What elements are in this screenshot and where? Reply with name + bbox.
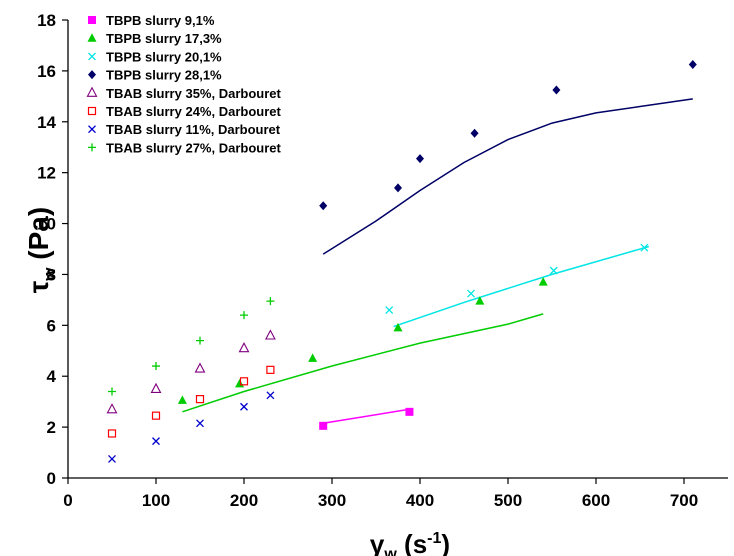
data-point — [239, 377, 249, 386]
data-point — [549, 266, 558, 275]
data-point — [552, 85, 561, 95]
legend-label: TBPB slurry 17,3% — [106, 31, 222, 46]
legend-marker — [86, 86, 98, 97]
data-point — [319, 201, 328, 211]
axes: 0 2 4 6 8 10 12 14 16 18 0 100 200 300 400 500 600 700 — [37, 11, 728, 510]
legend-marker — [87, 33, 97, 42]
data-point — [196, 419, 204, 428]
data-point — [405, 407, 414, 416]
legend-label: TBAB slurry 24%, Darbouret — [106, 104, 281, 119]
data-point — [108, 454, 116, 463]
legend: TBPB slurry 9,1% TBPB slurry 17,3% TBPB sl… — [86, 13, 281, 155]
trend-line — [393, 245, 650, 328]
legend-label: TBPB slurry 20,1% — [106, 49, 222, 64]
x-tick-label: 500 — [494, 491, 522, 510]
data-point — [240, 311, 248, 320]
data-point — [470, 128, 479, 138]
x-tick-label: 100 — [142, 491, 170, 510]
legend-label: TBAB slurry 35%, Darbouret — [106, 86, 281, 101]
data-point — [150, 382, 162, 393]
data-points — [106, 60, 697, 463]
data-point — [235, 378, 245, 388]
data-point — [240, 402, 248, 411]
data-point — [266, 297, 275, 306]
data-point — [393, 322, 403, 332]
data-point — [106, 403, 118, 414]
y-tick-label: 18 — [37, 11, 56, 30]
x-tick-label: 400 — [406, 491, 434, 510]
axis-titles: γw (s-1) τw (Pa) — [23, 207, 450, 556]
data-point — [152, 437, 160, 446]
legend-marker — [88, 16, 96, 24]
data-point — [467, 289, 475, 298]
legend-label: TBAB slurry 11%, Darbouret — [106, 122, 281, 137]
trend-line — [323, 408, 410, 425]
y-tick-label: 14 — [37, 113, 56, 132]
data-point — [394, 183, 402, 193]
data-point — [416, 154, 424, 164]
data-point — [266, 391, 275, 400]
legend-marker — [88, 70, 96, 80]
y-tick-label: 6 — [47, 316, 56, 335]
fit-lines — [182, 98, 693, 425]
data-point — [688, 60, 697, 70]
y-axis-title: τw (Pa) — [23, 207, 59, 293]
data-point — [538, 277, 548, 286]
data-point — [238, 342, 250, 353]
data-point — [385, 306, 394, 315]
legend-marker — [88, 52, 96, 61]
legend-label: TBAB slurry 27%, Darbouret — [106, 140, 281, 155]
trend-line — [182, 313, 544, 413]
y-tick-label: 0 — [47, 469, 56, 488]
data-point — [194, 362, 206, 373]
y-tick-label: 12 — [37, 164, 56, 183]
x-tick-label: 600 — [582, 491, 610, 510]
y-tick-label: 8 — [47, 265, 56, 284]
y-tick-label: 4 — [47, 367, 57, 386]
x-tick-label: 300 — [318, 491, 346, 510]
data-point — [108, 387, 116, 396]
x-axis-title: γw (s-1) — [370, 529, 450, 556]
data-point — [177, 395, 187, 404]
data-point — [264, 329, 276, 340]
data-point — [152, 362, 160, 371]
data-point — [107, 429, 117, 438]
data-point — [151, 411, 161, 420]
legend-label: TBPB slurry 9,1% — [106, 13, 215, 28]
x-tick-label: 700 — [670, 491, 698, 510]
legend-marker — [88, 143, 96, 152]
data-point — [640, 243, 649, 252]
y-tick-label: 16 — [37, 62, 56, 81]
legend-marker — [87, 106, 97, 116]
data-point — [308, 353, 318, 362]
data-point — [319, 421, 328, 430]
data-point — [266, 365, 275, 374]
trend-line — [322, 98, 693, 255]
x-tick-label: 200 — [230, 491, 258, 510]
data-point — [195, 395, 205, 404]
data-point — [196, 336, 204, 345]
legend-label: TBPB slurry 28,1% — [106, 68, 222, 83]
x-tick-label: 0 — [63, 491, 72, 510]
y-tick-label: 2 — [47, 418, 56, 437]
y-tick-label: 10 — [37, 215, 56, 234]
data-point — [475, 296, 485, 305]
legend-marker — [88, 125, 96, 134]
